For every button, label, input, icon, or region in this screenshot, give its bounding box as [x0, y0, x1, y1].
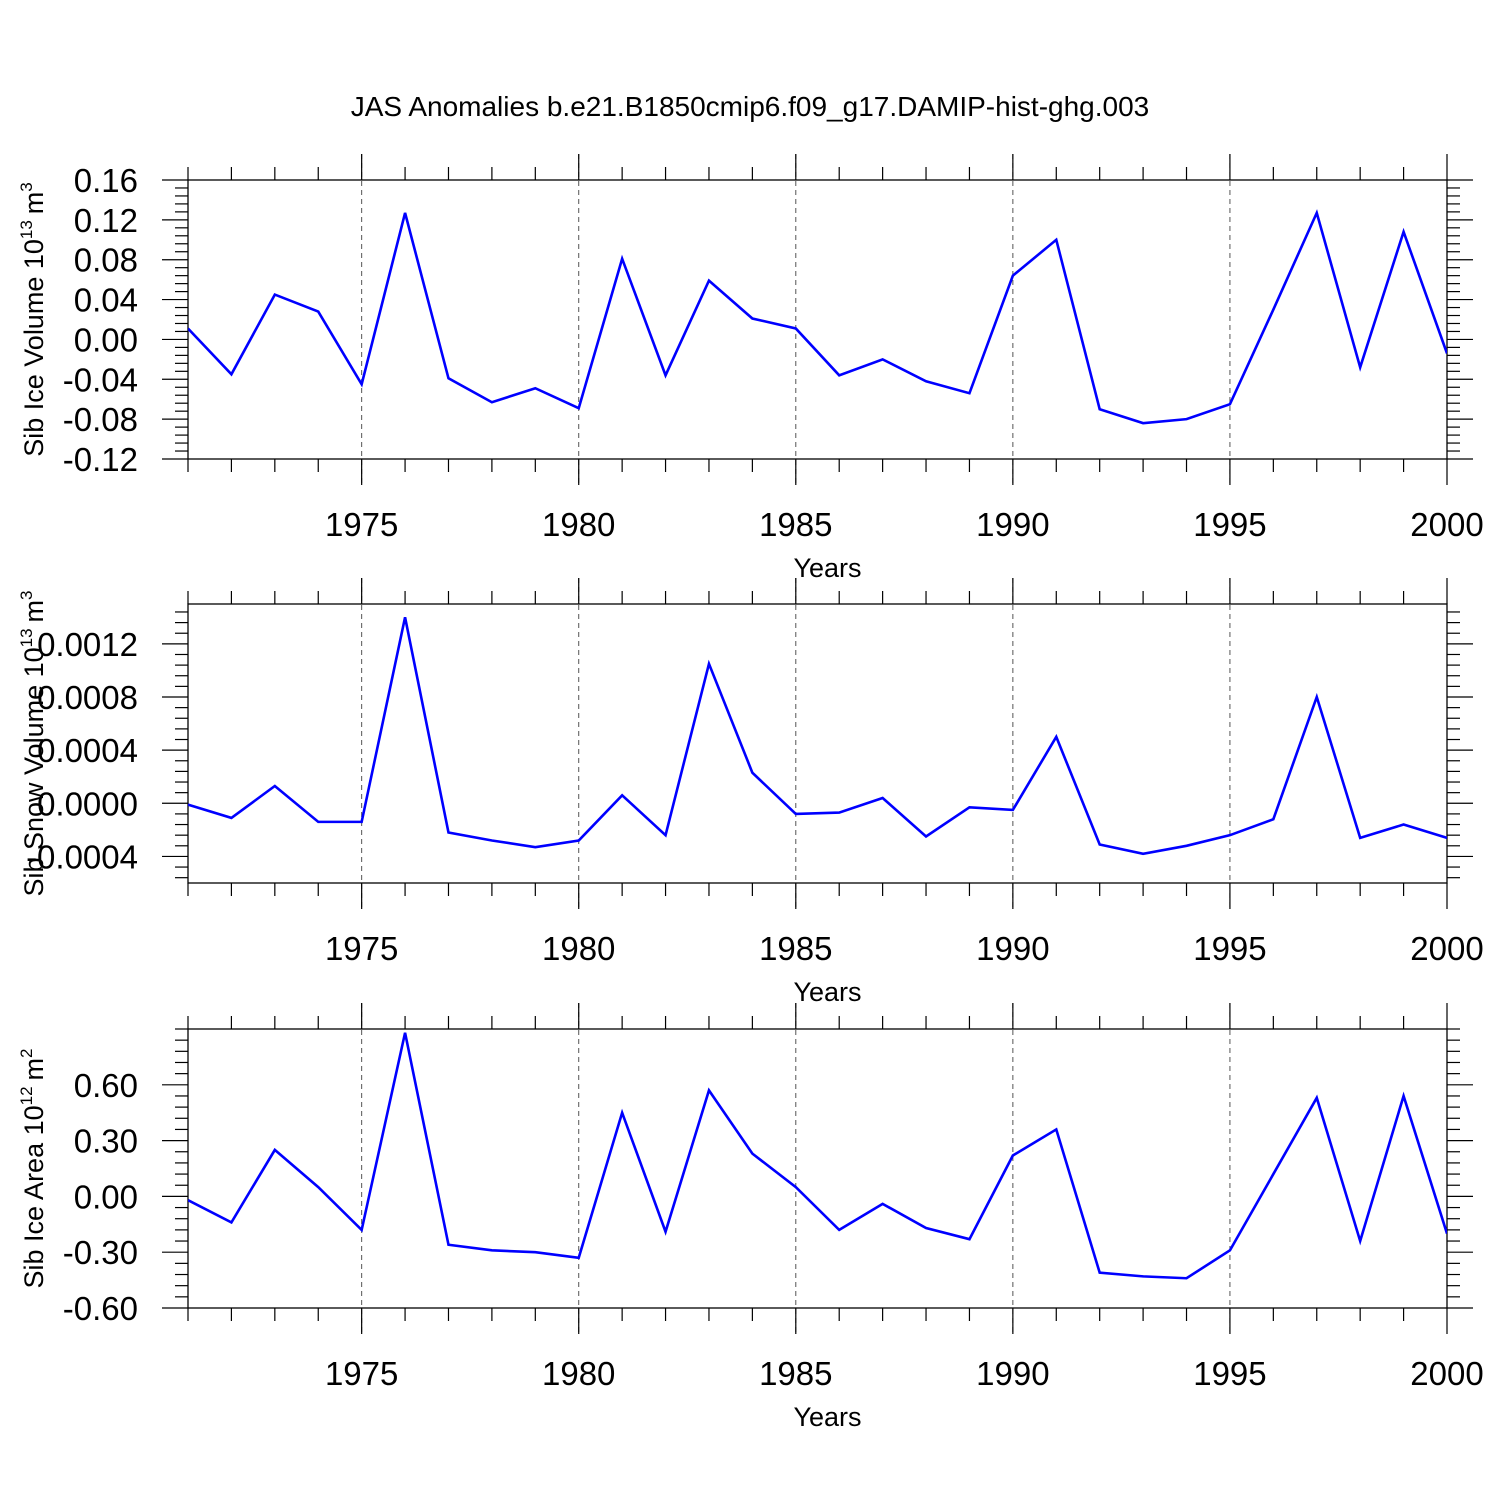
- ytick-label: 0.0008: [37, 679, 138, 716]
- x-axis-label: Years: [793, 1402, 861, 1432]
- y-axis-label-unit: m: [19, 1058, 49, 1081]
- ytick-label: -0.0004: [26, 838, 138, 875]
- ytick-label: 0.60: [74, 1067, 138, 1104]
- panel-1: -0.12-0.08-0.040.000.040.080.120.16 1975 1…: [17, 154, 1484, 583]
- figure-title: JAS Anomalies b.e21.B1850cmip6.f09_g17.D…: [351, 91, 1149, 122]
- y-axis-label-text: Sib Ice Area 10: [19, 1105, 49, 1288]
- ytick-label: -0.04: [63, 361, 138, 398]
- series-line-1: [188, 209, 1447, 425]
- xtick-label: 2000: [1410, 506, 1483, 543]
- xtick-label: 1975: [325, 930, 398, 967]
- xtick-label: 1990: [976, 930, 1049, 967]
- xtick-label: 1995: [1193, 930, 1266, 967]
- xtick-label: 2000: [1410, 1355, 1483, 1392]
- xtick-label: 1980: [542, 1355, 615, 1392]
- plot-frame: [187, 179, 1448, 460]
- xtick-label: 1985: [759, 1355, 832, 1392]
- xtick-label: 1980: [542, 506, 615, 543]
- x-axis-label: Years: [793, 977, 861, 1007]
- ytick-label: 0.00: [74, 1178, 138, 1215]
- y-axis-label-unit-exponent: 3: [17, 182, 36, 191]
- y-axis-label-exponent: 13: [17, 628, 36, 647]
- y-axis-label: Sib Ice Volume 1013 m3: [17, 182, 49, 457]
- ytick-label: 0.04: [74, 282, 138, 319]
- series-line-1: [188, 617, 1447, 856]
- y-axis-label-text: Sib Snow Volume 10: [19, 647, 49, 896]
- xtick-label: 1990: [976, 506, 1049, 543]
- ytick-label: 0.0004: [37, 732, 138, 769]
- xtick-label: 1985: [759, 930, 832, 967]
- x-axis-label: Years: [793, 553, 861, 583]
- ytick-label: 0.00: [74, 321, 138, 358]
- ytick-label: 0.16: [74, 162, 138, 199]
- plot-frame: [187, 1028, 1448, 1309]
- y-axis-label-unit: m: [19, 192, 49, 215]
- y-axis-label-exponent: 12: [17, 1086, 36, 1105]
- ytick-label: 0.0012: [37, 626, 138, 663]
- y-axis-label-unit-exponent: 2: [17, 1048, 36, 1057]
- xtick-label: 1975: [325, 1355, 398, 1392]
- xtick-label: 1975: [325, 506, 398, 543]
- ytick-label: 0.08: [74, 242, 138, 279]
- ytick-label: -0.12: [63, 441, 138, 478]
- ytick-label: 0.12: [74, 202, 138, 239]
- y-axis-label: Sib Ice Area 1012 m2: [17, 1048, 49, 1288]
- y-axis-label-unit: m: [19, 600, 49, 623]
- xtick-label: 1995: [1193, 1355, 1266, 1392]
- xtick-label: 1995: [1193, 506, 1266, 543]
- ytick-label: -0.30: [63, 1234, 138, 1271]
- ytick-label: -0.60: [63, 1290, 138, 1327]
- plot-frame: [187, 603, 1448, 884]
- xtick-label: 1990: [976, 1355, 1049, 1392]
- y-axis-label: Sib Snow Volume 1013 m3: [17, 590, 49, 896]
- panel-3: -0.60 -0.30 0.00 0.30 0.60 1975 1980 1985 1990 19…: [17, 1003, 1484, 1432]
- xtick-label: 1980: [542, 930, 615, 967]
- series-line-1: [188, 1032, 1447, 1280]
- ytick-label: 0.0000: [37, 785, 138, 822]
- xtick-label: 1985: [759, 506, 832, 543]
- y-axis-label-text: Sib Ice Volume 10: [19, 239, 49, 457]
- ytick-label: 0.30: [74, 1123, 138, 1160]
- panel-2: -0.0004 0.0000 0.0004 0.0008 0.0012 1975 1980 1…: [17, 578, 1484, 1007]
- ytick-label: -0.08: [63, 401, 138, 438]
- y-axis-label-exponent: 13: [17, 220, 36, 239]
- y-axis-label-unit-exponent: 3: [17, 590, 36, 599]
- xtick-label: 2000: [1410, 930, 1483, 967]
